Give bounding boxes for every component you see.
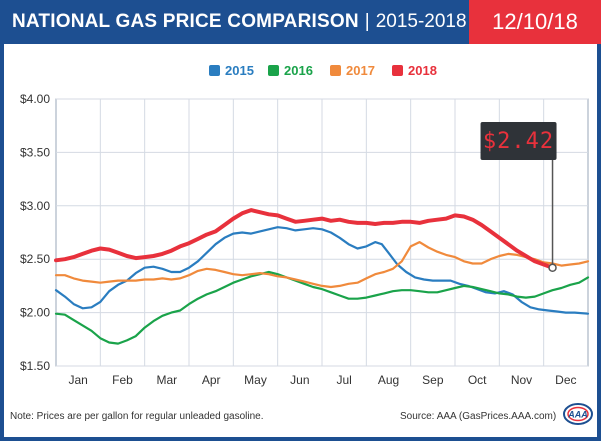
- x-tick-label: Sep: [422, 373, 444, 387]
- date-badge: 12/10/18: [469, 0, 601, 44]
- x-tick-label: Jun: [290, 373, 309, 387]
- x-tick-label: May: [244, 373, 267, 387]
- x-tick-label: Feb: [112, 373, 133, 387]
- legend-swatch-2016: [268, 65, 279, 76]
- x-tick-label: Dec: [555, 373, 576, 387]
- x-tick-label: Mar: [156, 373, 177, 387]
- x-tick-label: Jan: [68, 373, 87, 387]
- series-line-2017: [54, 241, 590, 289]
- callout-box: [480, 122, 557, 160]
- legend-label-2017: 2017: [346, 63, 375, 78]
- x-tick-label: Oct: [468, 373, 487, 387]
- title-separator: |: [364, 11, 370, 32]
- legend-swatch-2018: [392, 65, 403, 76]
- title-text: NATIONAL GAS PRICE COMPARISON: [12, 11, 359, 32]
- header: NATIONAL GAS PRICE COMPARISON | 2015-201…: [0, 0, 601, 44]
- footer-note: Note: Prices are per gallon for regular …: [10, 411, 264, 422]
- series-line-2016: [54, 270, 590, 345]
- legend-label-2015: 2015: [225, 63, 254, 78]
- chart-title: NATIONAL GAS PRICE COMPARISON | 2015-201…: [0, 0, 469, 44]
- aaa-logo: AAA: [563, 403, 593, 425]
- legend-swatch-2015: [209, 65, 220, 76]
- x-tick-label: Apr: [202, 373, 221, 387]
- title-years: 2015-2018: [375, 11, 467, 32]
- x-tick-label: Jul: [336, 373, 351, 387]
- y-tick-label: $2.50: [20, 252, 50, 266]
- y-tick-label: $3.50: [20, 145, 50, 159]
- y-tick-label: $1.50: [20, 359, 50, 373]
- series-line-2018: [54, 208, 555, 270]
- legend-swatch-2017: [330, 65, 341, 76]
- callout-price: $2.42: [483, 129, 554, 154]
- footer-source: Source: AAA (GasPrices.AAA.com): [400, 411, 557, 422]
- y-tick-label: $3.00: [20, 199, 50, 213]
- legend-label-2016: 2016: [284, 63, 313, 78]
- y-tick-label: $4.00: [20, 92, 50, 106]
- y-tick-label: $2.00: [20, 306, 50, 320]
- legend-label-2018: 2018: [408, 63, 437, 78]
- svg-text:AAA: AAA: [567, 410, 588, 420]
- x-tick-label: Nov: [511, 373, 532, 387]
- x-tick-label: Aug: [378, 373, 399, 387]
- callout-marker: [548, 263, 557, 272]
